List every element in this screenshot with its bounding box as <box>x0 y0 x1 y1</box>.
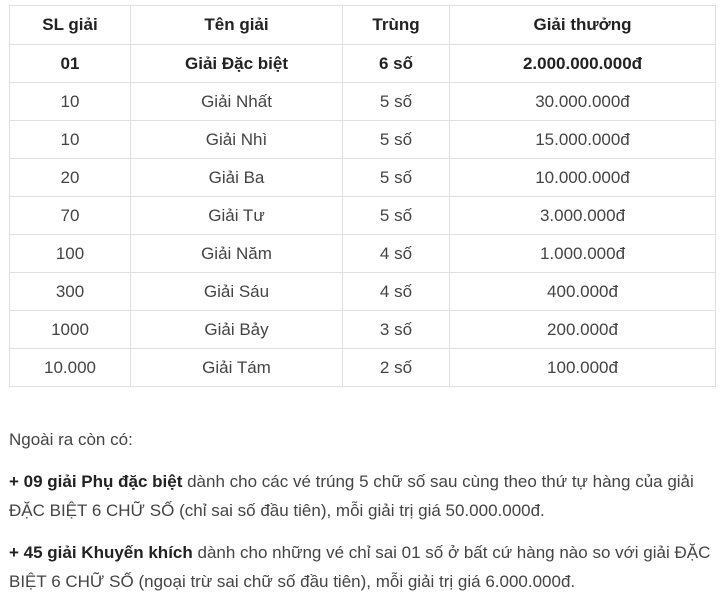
note-item-text: dành cho những vé chỉ sai 01 số ở bất cứ… <box>9 543 711 591</box>
prize-table: SL giải Tên giải Trùng Giải thưởng 01 Giả… <box>9 5 716 387</box>
table-row: 300 Giải Sáu 4 số 400.000đ <box>9 272 716 311</box>
cell-match: 5 số <box>342 82 450 121</box>
cell-prize-name: Giải Năm <box>130 234 343 273</box>
header-prize-name: Tên giải <box>130 5 343 45</box>
table-row: 10 Giải Nhì 5 số 15.000.000đ <box>9 120 716 159</box>
cell-quantity: 20 <box>9 158 131 197</box>
table-row: 10 Giải Nhất 5 số 30.000.000đ <box>9 82 716 121</box>
note-item: + 09 giải Phụ đặc biệt dành cho các vé t… <box>9 467 715 525</box>
table-row: 20 Giải Ba 5 số 10.000.000đ <box>9 158 716 197</box>
header-prize-value: Giải thưởng <box>449 5 716 45</box>
cell-prize-name: Giải Tám <box>130 348 343 387</box>
cell-prize-value: 10.000.000đ <box>449 158 716 197</box>
cell-prize-value: 1.000.000đ <box>449 234 716 273</box>
table-row: 01 Giải Đặc biệt 6 số 2.000.000.000đ <box>9 44 716 83</box>
cell-match: 5 số <box>342 196 450 235</box>
cell-quantity: 01 <box>9 44 131 83</box>
table-row: 1000 Giải Bảy 3 số 200.000đ <box>9 310 716 349</box>
note-item-text: dành cho các vé trúng 5 chữ số sau cùng … <box>9 472 694 520</box>
cell-prize-value: 2.000.000.000đ <box>449 44 716 83</box>
cell-prize-value: 30.000.000đ <box>449 82 716 121</box>
cell-quantity: 1000 <box>9 310 131 349</box>
note-item-title: + 45 giải Khuyến khích <box>9 543 193 562</box>
cell-prize-name: Giải Tư <box>130 196 343 235</box>
cell-prize-value: 200.000đ <box>449 310 716 349</box>
table-row: 10.000 Giải Tám 2 số 100.000đ <box>9 348 716 387</box>
cell-match: 6 số <box>342 44 450 83</box>
cell-prize-value: 15.000.000đ <box>449 120 716 159</box>
cell-match: 4 số <box>342 234 450 273</box>
notes-intro: Ngoài ra còn có: <box>9 430 133 449</box>
cell-quantity: 100 <box>9 234 131 273</box>
cell-prize-name: Giải Nhì <box>130 120 343 159</box>
cell-prize-value: 400.000đ <box>449 272 716 311</box>
table-row: 100 Giải Năm 4 số 1.000.000đ <box>9 234 716 273</box>
header-match: Trùng <box>342 5 450 45</box>
cell-match: 5 số <box>342 158 450 197</box>
notes-section: Ngoài ra còn có: + 09 giải Phụ đặc biệt … <box>9 425 715 609</box>
cell-prize-name: Giải Ba <box>130 158 343 197</box>
cell-quantity: 10 <box>9 120 131 159</box>
cell-prize-value: 3.000.000đ <box>449 196 716 235</box>
cell-match: 5 số <box>342 120 450 159</box>
cell-prize-name: Giải Bảy <box>130 310 343 349</box>
table-row: 70 Giải Tư 5 số 3.000.000đ <box>9 196 716 235</box>
note-item-title: + 09 giải Phụ đặc biệt <box>9 472 183 491</box>
header-quantity: SL giải <box>9 5 131 45</box>
note-item: + 45 giải Khuyến khích dành cho những vé… <box>9 538 715 596</box>
cell-prize-name: Giải Đặc biệt <box>130 44 343 83</box>
cell-prize-name: Giải Sáu <box>130 272 343 311</box>
cell-match: 3 số <box>342 310 450 349</box>
cell-match: 4 số <box>342 272 450 311</box>
table-header-row: SL giải Tên giải Trùng Giải thưởng <box>9 5 716 45</box>
cell-quantity: 70 <box>9 196 131 235</box>
cell-quantity: 10 <box>9 82 131 121</box>
cell-match: 2 số <box>342 348 450 387</box>
cell-prize-value: 100.000đ <box>449 348 716 387</box>
cell-quantity: 10.000 <box>9 348 131 387</box>
cell-prize-name: Giải Nhất <box>130 82 343 121</box>
cell-quantity: 300 <box>9 272 131 311</box>
